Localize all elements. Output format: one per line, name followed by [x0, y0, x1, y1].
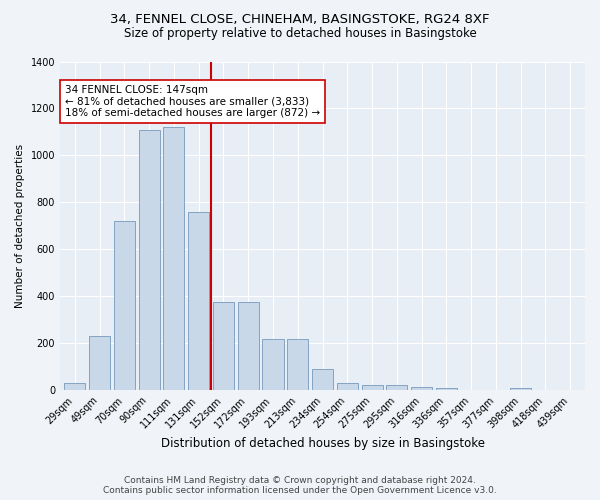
Bar — [436, 388, 457, 390]
Y-axis label: Number of detached properties: Number of detached properties — [15, 144, 25, 308]
Bar — [238, 302, 259, 390]
Text: 34, FENNEL CLOSE, CHINEHAM, BASINGSTOKE, RG24 8XF: 34, FENNEL CLOSE, CHINEHAM, BASINGSTOKE,… — [110, 12, 490, 26]
Bar — [262, 338, 284, 390]
Bar — [510, 388, 531, 390]
Text: Size of property relative to detached houses in Basingstoke: Size of property relative to detached ho… — [124, 28, 476, 40]
Bar — [337, 383, 358, 390]
Bar — [312, 369, 333, 390]
Bar — [213, 302, 234, 390]
Bar — [163, 127, 184, 390]
Text: 34 FENNEL CLOSE: 147sqm
← 81% of detached houses are smaller (3,833)
18% of semi: 34 FENNEL CLOSE: 147sqm ← 81% of detache… — [65, 85, 320, 118]
Bar — [89, 336, 110, 390]
Bar — [411, 386, 432, 390]
Bar — [287, 338, 308, 390]
Bar — [139, 130, 160, 390]
Bar — [386, 386, 407, 390]
Text: Contains HM Land Registry data © Crown copyright and database right 2024.
Contai: Contains HM Land Registry data © Crown c… — [103, 476, 497, 495]
Bar — [362, 386, 383, 390]
Bar — [64, 383, 85, 390]
Bar — [188, 212, 209, 390]
X-axis label: Distribution of detached houses by size in Basingstoke: Distribution of detached houses by size … — [161, 437, 485, 450]
Bar — [114, 221, 135, 390]
